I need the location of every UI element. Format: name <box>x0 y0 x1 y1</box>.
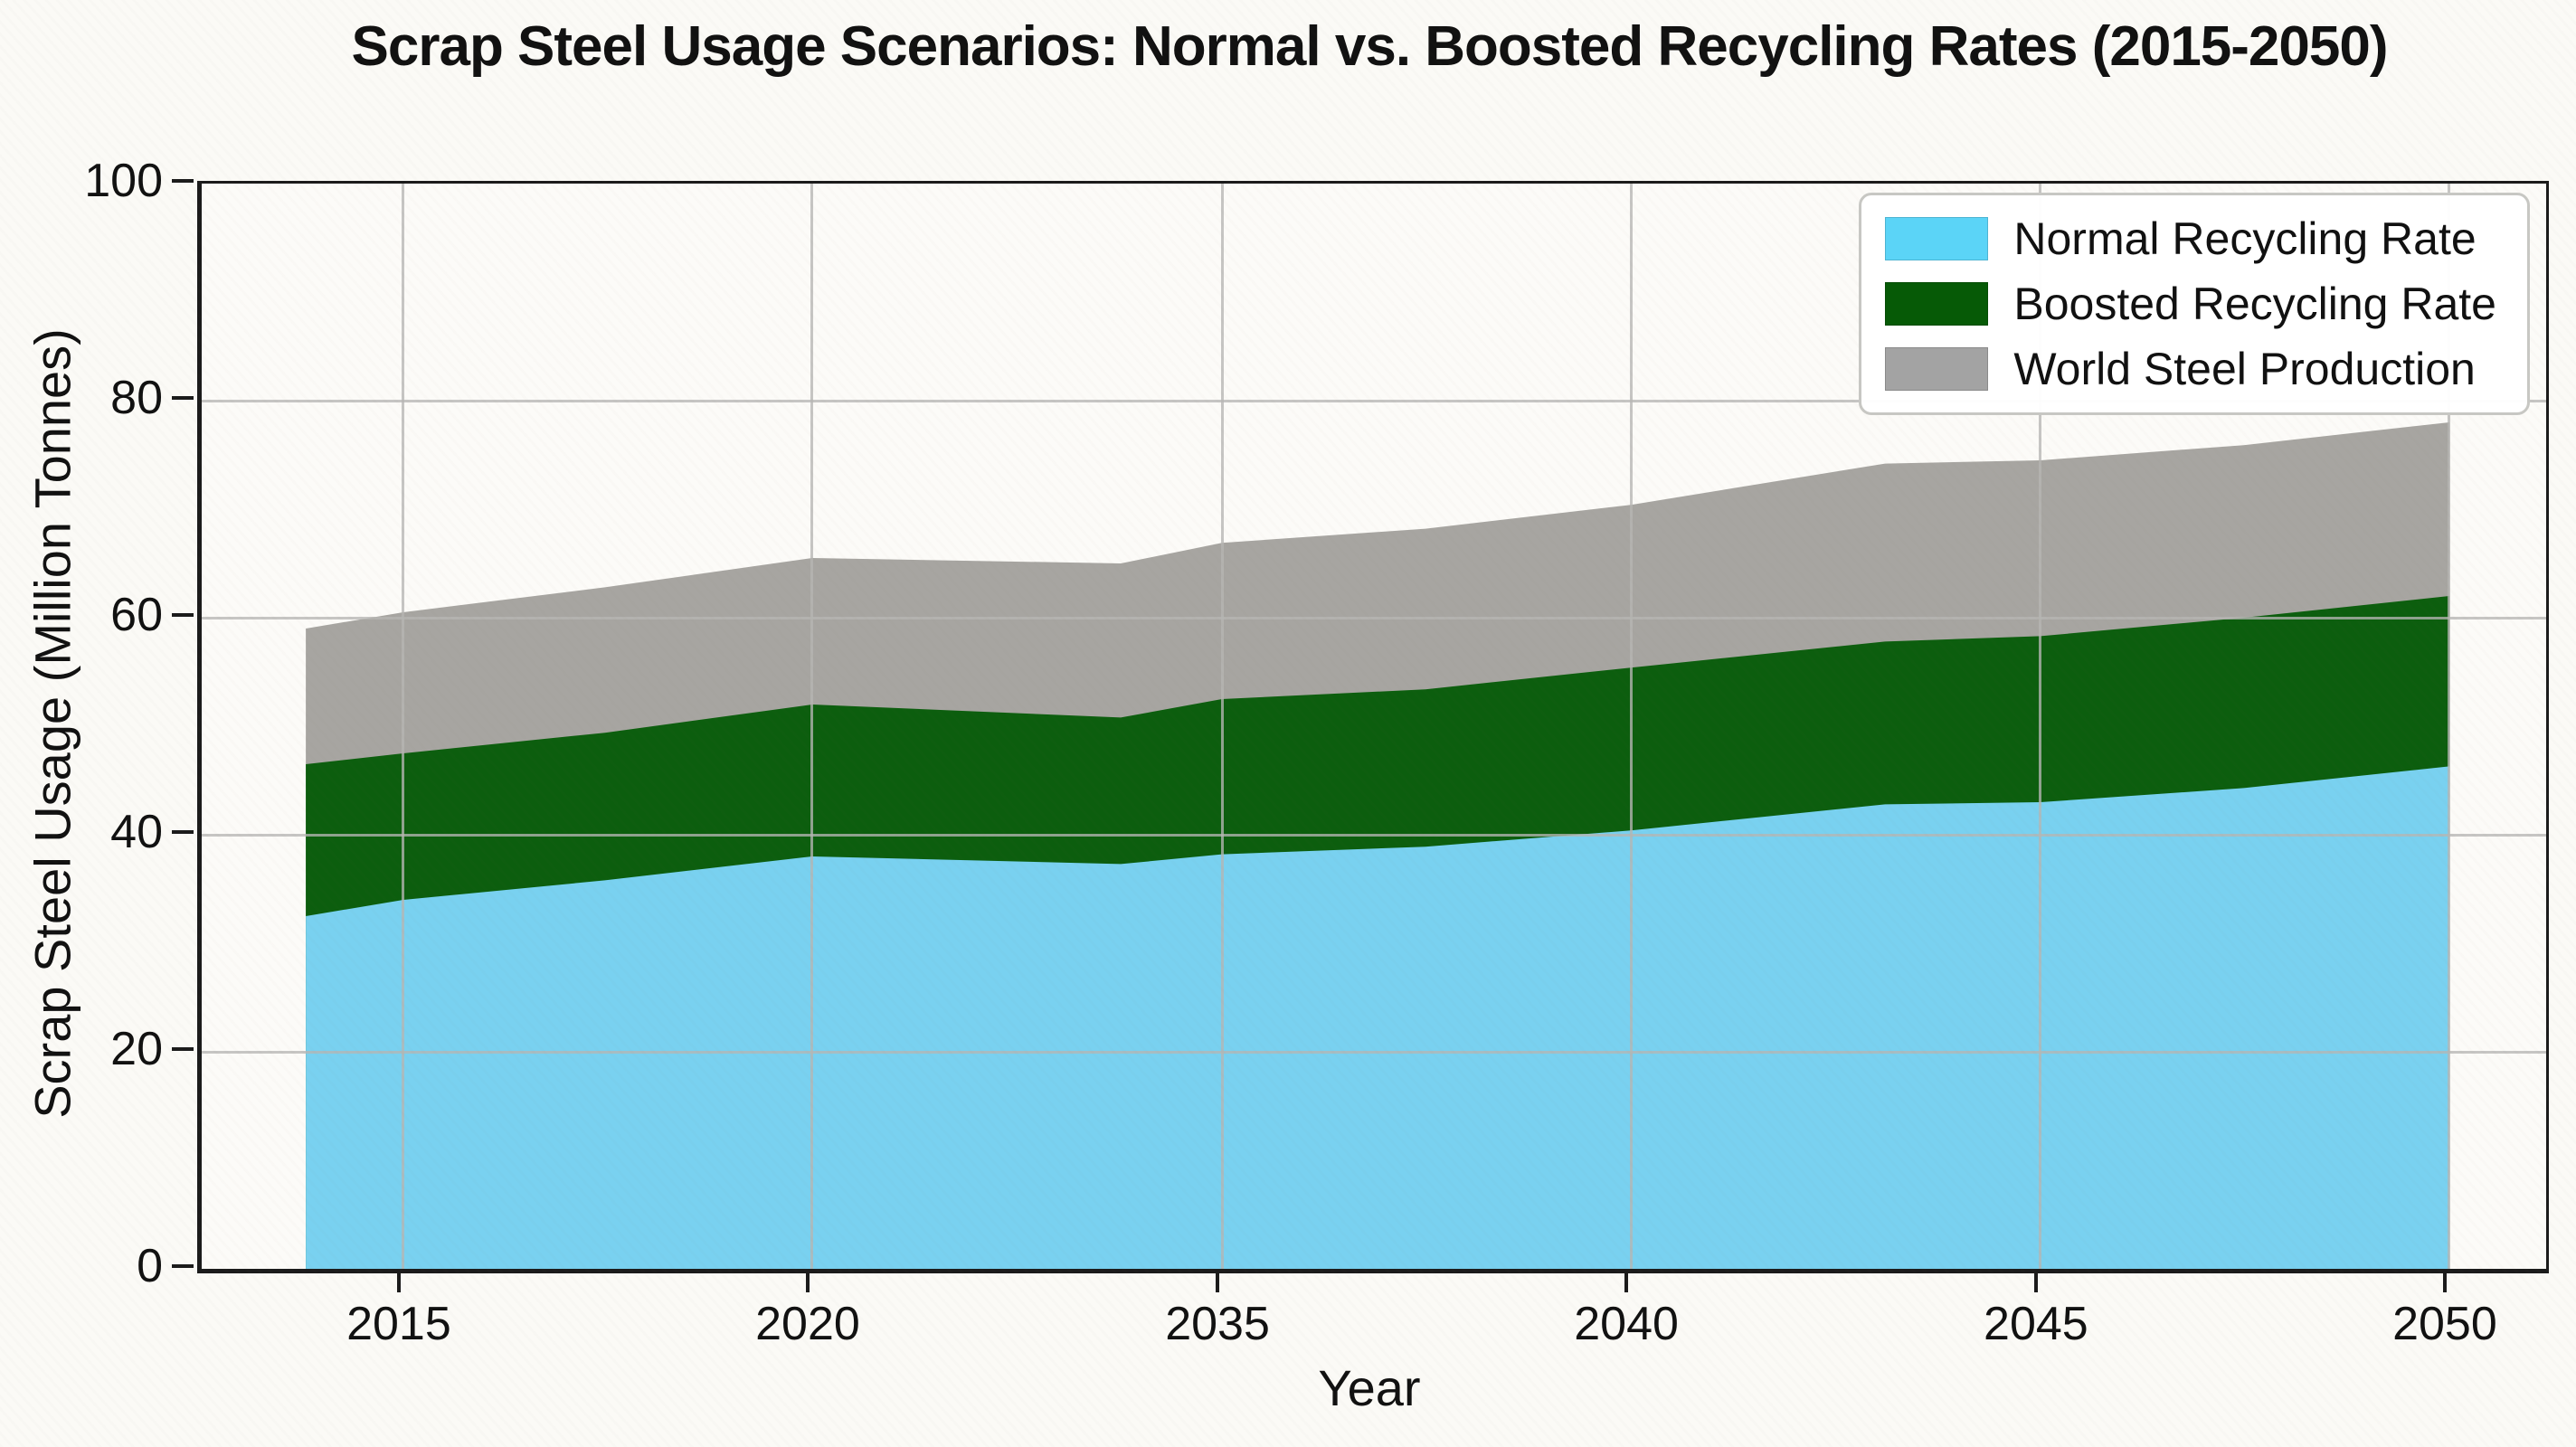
x-tick-mark-2050 <box>2442 1271 2447 1292</box>
y-axis-label: Scrap Steel Usage (Million Tonnes) <box>24 328 81 1119</box>
legend-label-normal-recycling: Normal Recycling Rate <box>2013 213 2477 264</box>
x-tick-label-2045: 2045 <box>1984 1298 2088 1350</box>
x-tick-mark-2040 <box>1624 1271 1629 1292</box>
gridline-y-40 <box>202 833 2546 837</box>
x-tick-label-2040: 2040 <box>1574 1298 1679 1350</box>
legend-item-normal-recycling: Normal Recycling Rate <box>1885 213 2496 264</box>
gridline-y-60 <box>202 616 2546 619</box>
x-tick-mark-2045 <box>2033 1271 2038 1292</box>
y-tick-mark-40 <box>172 830 194 834</box>
legend-swatch-boosted-recycling <box>1885 282 1989 326</box>
stacked-area-plot <box>306 422 2449 1269</box>
area-normal-recycling-rate <box>306 766 2449 1269</box>
y-tick-label-60: 60 <box>110 589 163 641</box>
x-tick-label-2035: 2035 <box>1165 1298 1270 1350</box>
y-tick-label-100: 100 <box>84 155 163 207</box>
x-tick-mark-2015 <box>396 1271 401 1292</box>
plot-area: Normal Recycling Rate Boosted Recycling … <box>197 181 2549 1273</box>
gridline-x-2050 <box>2448 184 2451 1269</box>
chart-title: Scrap Steel Usage Scenarios: Normal vs. … <box>351 15 2389 78</box>
gridline-x-2035 <box>1220 184 1224 1269</box>
y-tick-mark-80 <box>172 396 194 400</box>
gridline-x-2015 <box>402 184 405 1269</box>
gridline-y-80 <box>202 399 2546 402</box>
legend-swatch-world-steel-production <box>1885 347 1989 391</box>
x-tick-label-2020: 2020 <box>755 1298 860 1350</box>
y-tick-label-20: 20 <box>110 1023 163 1075</box>
legend-label-boosted-recycling: Boosted Recycling Rate <box>2013 279 2496 329</box>
x-tick-mark-2020 <box>805 1271 810 1292</box>
y-tick-mark-20 <box>172 1047 194 1051</box>
gridline-y-20 <box>202 1050 2546 1054</box>
gridline-x-2045 <box>2039 184 2042 1269</box>
legend: Normal Recycling Rate Boosted Recycling … <box>1859 193 2530 415</box>
gridline-x-2040 <box>1629 184 1633 1269</box>
legend-swatch-normal-recycling <box>1885 217 1989 260</box>
legend-label-world-steel-production: World Steel Production <box>2013 344 2476 394</box>
gridline-x-2020 <box>810 184 814 1269</box>
legend-item-boosted-recycling: Boosted Recycling Rate <box>1885 279 2496 329</box>
legend-item-world-steel-production: World Steel Production <box>1885 344 2496 394</box>
y-tick-mark-60 <box>172 613 194 617</box>
y-tick-mark-0 <box>172 1264 194 1268</box>
y-tick-label-80: 80 <box>110 372 163 424</box>
x-tick-mark-2035 <box>1216 1271 1220 1292</box>
y-tick-mark-100 <box>172 179 194 183</box>
x-tick-label-2015: 2015 <box>346 1298 451 1350</box>
x-axis-label: Year <box>1318 1359 1421 1416</box>
y-tick-label-0: 0 <box>137 1240 163 1292</box>
x-tick-label-2050: 2050 <box>2392 1298 2497 1350</box>
y-tick-label-40: 40 <box>110 806 163 858</box>
